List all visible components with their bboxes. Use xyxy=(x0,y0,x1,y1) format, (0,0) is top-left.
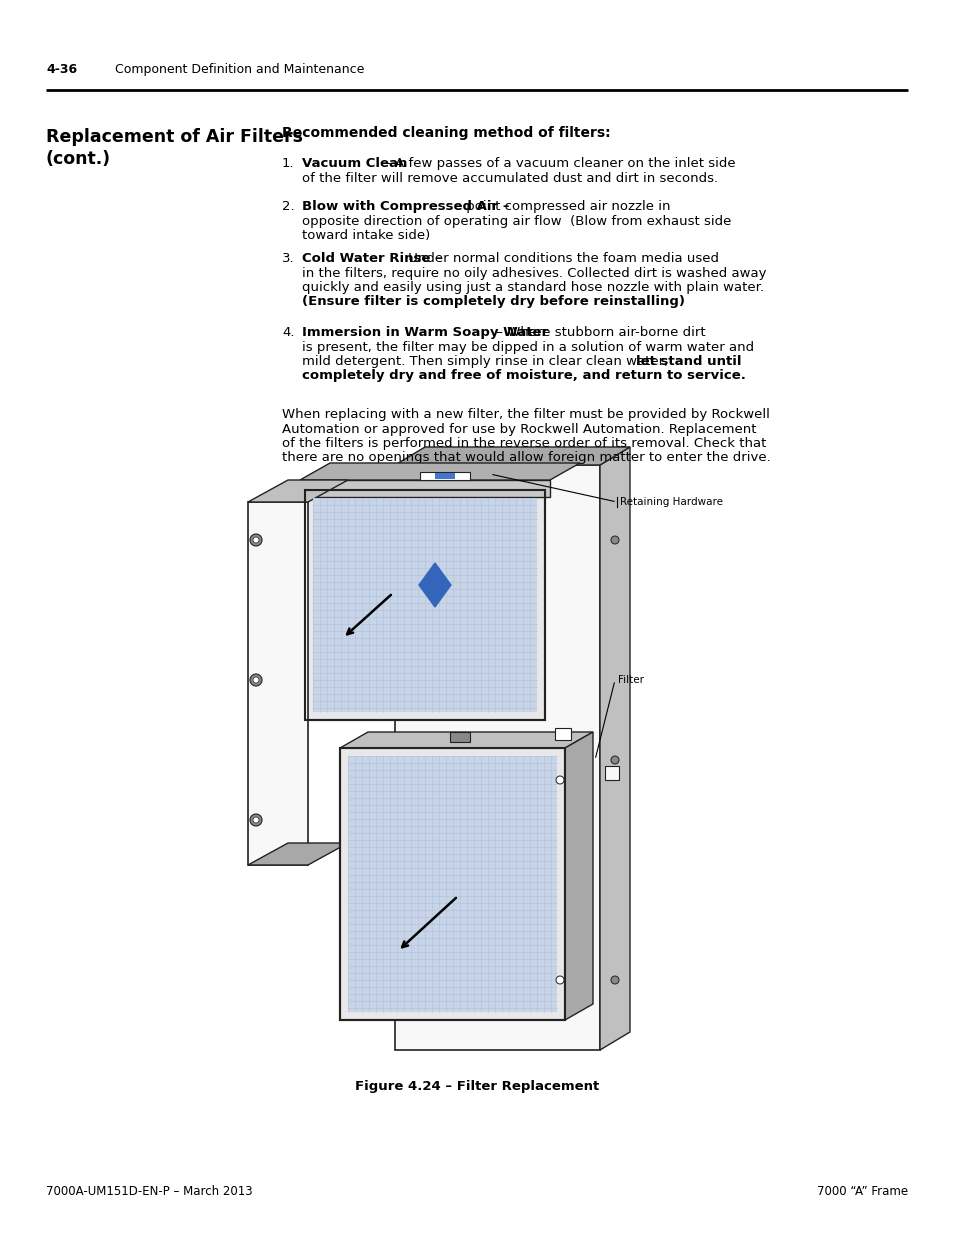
Text: toward intake side): toward intake side) xyxy=(302,228,430,242)
Polygon shape xyxy=(339,732,593,748)
Circle shape xyxy=(610,536,618,543)
Text: opposite direction of operating air flow  (Blow from exhaust side: opposite direction of operating air flow… xyxy=(302,215,731,227)
Circle shape xyxy=(610,976,618,984)
Bar xyxy=(435,473,455,479)
Polygon shape xyxy=(248,844,348,864)
Text: Under normal conditions the foam media used: Under normal conditions the foam media u… xyxy=(403,252,719,266)
Text: 7000A-UM151D-EN-P – March 2013: 7000A-UM151D-EN-P – March 2013 xyxy=(46,1186,253,1198)
Text: 2.: 2. xyxy=(282,200,294,212)
Text: there are no openings that would allow foreign matter to enter the drive.: there are no openings that would allow f… xyxy=(282,452,770,464)
Polygon shape xyxy=(305,490,544,720)
Text: Blow with Compressed Air –: Blow with Compressed Air – xyxy=(302,200,509,212)
Text: Vacuum Clean: Vacuum Clean xyxy=(302,157,407,170)
Bar xyxy=(604,766,618,781)
Polygon shape xyxy=(395,466,599,1050)
Text: quickly and easily using just a standard hose nozzle with plain water.: quickly and easily using just a standard… xyxy=(302,282,763,294)
Text: of the filter will remove accumulated dust and dirt in seconds.: of the filter will remove accumulated du… xyxy=(302,172,718,184)
Polygon shape xyxy=(564,732,593,1020)
Circle shape xyxy=(250,534,262,546)
Text: 4.: 4. xyxy=(282,326,294,338)
Text: – A few passes of a vacuum cleaner on the inlet side: – A few passes of a vacuum cleaner on th… xyxy=(379,157,735,170)
Text: Figure 4.24 – Filter Replacement: Figure 4.24 – Filter Replacement xyxy=(355,1079,598,1093)
Text: (Ensure filter is completely dry before reinstalling): (Ensure filter is completely dry before … xyxy=(302,295,684,309)
Text: 3.: 3. xyxy=(282,252,294,266)
Circle shape xyxy=(610,756,618,764)
Bar xyxy=(419,472,470,480)
Bar xyxy=(555,727,571,740)
Text: Recommended cleaning method of filters:: Recommended cleaning method of filters: xyxy=(282,126,610,140)
Text: Immersion in Warm Soapy Water: Immersion in Warm Soapy Water xyxy=(302,326,548,338)
Text: completely dry and free of moisture, and return to service.: completely dry and free of moisture, and… xyxy=(302,369,745,383)
Circle shape xyxy=(253,537,258,543)
Polygon shape xyxy=(299,463,579,480)
Polygon shape xyxy=(348,756,557,1011)
Polygon shape xyxy=(299,480,550,496)
Text: Component Definition and Maintenance: Component Definition and Maintenance xyxy=(115,63,364,77)
Polygon shape xyxy=(418,563,451,606)
Bar xyxy=(450,732,470,742)
Text: 1.: 1. xyxy=(282,157,294,170)
Polygon shape xyxy=(339,748,564,1020)
Polygon shape xyxy=(248,501,308,864)
Text: (cont.): (cont.) xyxy=(46,149,111,168)
Text: in the filters, require no oily adhesives. Collected dirt is washed away: in the filters, require no oily adhesive… xyxy=(302,267,765,279)
Circle shape xyxy=(253,818,258,823)
Text: is present, the filter may be dipped in a solution of warm water and: is present, the filter may be dipped in … xyxy=(302,341,753,353)
Text: 4-36: 4-36 xyxy=(46,63,77,77)
Text: Automation or approved for use by Rockwell Automation. Replacement: Automation or approved for use by Rockwe… xyxy=(282,422,756,436)
Text: let stand until: let stand until xyxy=(636,354,740,368)
Circle shape xyxy=(556,776,563,784)
Text: – Where stubborn air-borne dirt: – Where stubborn air-borne dirt xyxy=(492,326,705,338)
Text: Filter: Filter xyxy=(618,676,643,685)
Text: Replacement of Air Filters: Replacement of Air Filters xyxy=(46,128,303,146)
Polygon shape xyxy=(395,447,629,466)
Text: of the filters is performed in the reverse order of its removal. Check that: of the filters is performed in the rever… xyxy=(282,437,765,450)
Circle shape xyxy=(250,814,262,826)
Circle shape xyxy=(253,677,258,683)
Polygon shape xyxy=(599,447,629,1050)
Text: point compressed air nozzle in: point compressed air nozzle in xyxy=(461,200,670,212)
Text: Retaining Hardware: Retaining Hardware xyxy=(619,496,722,508)
Polygon shape xyxy=(248,480,348,501)
Text: Cold Water Rinse –: Cold Water Rinse – xyxy=(302,252,441,266)
Text: 7000 “A” Frame: 7000 “A” Frame xyxy=(816,1186,907,1198)
Polygon shape xyxy=(313,498,537,713)
Circle shape xyxy=(250,674,262,685)
Text: When replacing with a new filter, the filter must be provided by Rockwell: When replacing with a new filter, the fi… xyxy=(282,408,769,421)
Text: mild detergent. Then simply rinse in clear clean water,: mild detergent. Then simply rinse in cle… xyxy=(302,354,672,368)
Circle shape xyxy=(556,976,563,984)
